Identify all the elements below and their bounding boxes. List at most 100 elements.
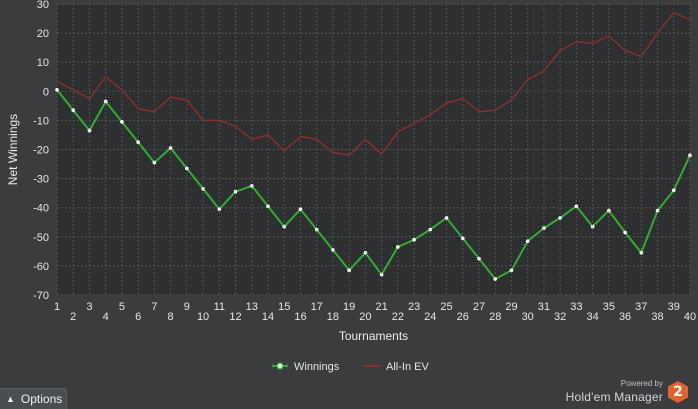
x-tick-label: 6 [135, 311, 141, 323]
data-point [590, 224, 595, 229]
brand-name: Hold'em Manager [565, 390, 663, 404]
x-tick-label: 20 [359, 311, 371, 323]
x-tick-label: 15 [278, 301, 290, 313]
data-point [655, 208, 660, 213]
brand-watermark: Powered by Hold'em Manager 2 [566, 380, 688, 403]
data-point [71, 108, 76, 113]
x-tick-label: 2 [70, 311, 76, 323]
x-tick-label: 29 [505, 301, 517, 313]
data-point [460, 236, 465, 241]
grid-lines [56, 3, 691, 296]
x-tick-label: 9 [184, 301, 190, 313]
data-point [120, 120, 124, 124]
x-tick-label: 1 [54, 301, 60, 313]
x-tick-label: 27 [473, 301, 485, 313]
y-tick-label: -30 [33, 174, 49, 186]
x-tick-label: 22 [392, 311, 404, 323]
y-tick-label: 30 [37, 0, 49, 11]
data-point [623, 230, 627, 235]
x-tick-label: 23 [408, 301, 420, 313]
x-tick-label: 5 [119, 301, 125, 313]
legend-swatch-dot [276, 362, 284, 370]
data-point [185, 166, 189, 171]
x-tick-label: 16 [294, 311, 306, 323]
data-point [168, 146, 173, 150]
y-tick-label: -10 [33, 115, 49, 127]
x-tick-label: 18 [327, 311, 339, 323]
y-tick-label: -40 [33, 203, 49, 215]
powered-by-text: Powered by [620, 379, 663, 388]
legend-label: Winnings [294, 361, 340, 373]
x-tick-label: 17 [311, 301, 323, 313]
x-tick-label: 7 [151, 301, 157, 313]
x-tick-label: 39 [668, 301, 680, 313]
x-tick-label: 36 [619, 311, 631, 323]
data-point [444, 216, 449, 220]
x-tick-label: 26 [457, 311, 469, 323]
x-tick-label: 12 [229, 311, 241, 323]
x-axis-title: Tournaments [339, 329, 408, 343]
data-point [558, 216, 562, 220]
data-point [493, 277, 498, 281]
data-point [396, 245, 400, 249]
data-point [103, 99, 108, 104]
x-tick-label: 25 [440, 301, 452, 313]
data-point [363, 251, 368, 255]
y-axis-ticks: 30 20 10 0 -10 -20 -30 -40 -50 -60 -70 [33, 0, 49, 302]
x-tick-label: 40 [684, 311, 696, 323]
data-point [347, 268, 351, 273]
x-tick-label: 31 [538, 301, 550, 313]
data-point [477, 256, 481, 261]
options-button[interactable]: ▲ Options [0, 388, 67, 409]
data-point [201, 186, 205, 191]
data-point [412, 237, 416, 242]
y-tick-label: -20 [33, 145, 49, 157]
x-tick-label: 14 [262, 311, 274, 323]
x-tick-label: 10 [197, 311, 209, 323]
x-tick-label: 4 [103, 311, 109, 323]
data-point [217, 207, 222, 211]
x-tick-label: 28 [489, 311, 501, 323]
x-tick-label: 3 [86, 301, 92, 313]
data-point [428, 227, 433, 232]
y-tick-label: -50 [33, 232, 49, 244]
data-point [331, 248, 335, 252]
x-tick-label: 24 [424, 311, 436, 323]
x-tick-label: 19 [343, 301, 355, 313]
y-tick-label: 10 [37, 57, 49, 69]
x-tick-label: 38 [651, 311, 663, 323]
x-tick-label: 21 [375, 301, 387, 313]
data-point [55, 88, 59, 92]
chevron-up-icon: ▲ [6, 394, 15, 404]
data-point [314, 227, 319, 232]
x-tick-label: 34 [586, 311, 598, 323]
x-axis-ticks: 1234567891011121314151617181920212223242… [54, 301, 696, 323]
data-point [249, 184, 254, 188]
y-tick-label: -60 [33, 261, 49, 273]
x-tick-label: 11 [214, 301, 225, 313]
series-line [56, 11, 691, 157]
data-point [509, 268, 514, 273]
data-point [298, 207, 303, 211]
data-point [607, 208, 611, 213]
x-tick-label: 32 [554, 311, 566, 323]
data-point [152, 160, 157, 165]
data-point [87, 128, 92, 133]
x-tick-label: 30 [522, 311, 534, 323]
y-tick-label: -70 [33, 290, 49, 302]
x-tick-label: 35 [603, 301, 615, 313]
data-point [574, 204, 579, 209]
data-point [266, 204, 270, 209]
data-point [379, 272, 384, 277]
y-axis-title: Net Winnings [6, 114, 20, 185]
series-line [56, 89, 691, 280]
y-tick-label: 20 [37, 28, 49, 40]
series-layer [55, 11, 692, 281]
legend: Winnings All-In EV [272, 361, 429, 373]
options-label: Options [20, 392, 63, 406]
data-point [136, 140, 140, 145]
legend-label: All-In EV [386, 361, 429, 373]
data-point [282, 224, 287, 229]
x-tick-label: 37 [635, 301, 647, 313]
